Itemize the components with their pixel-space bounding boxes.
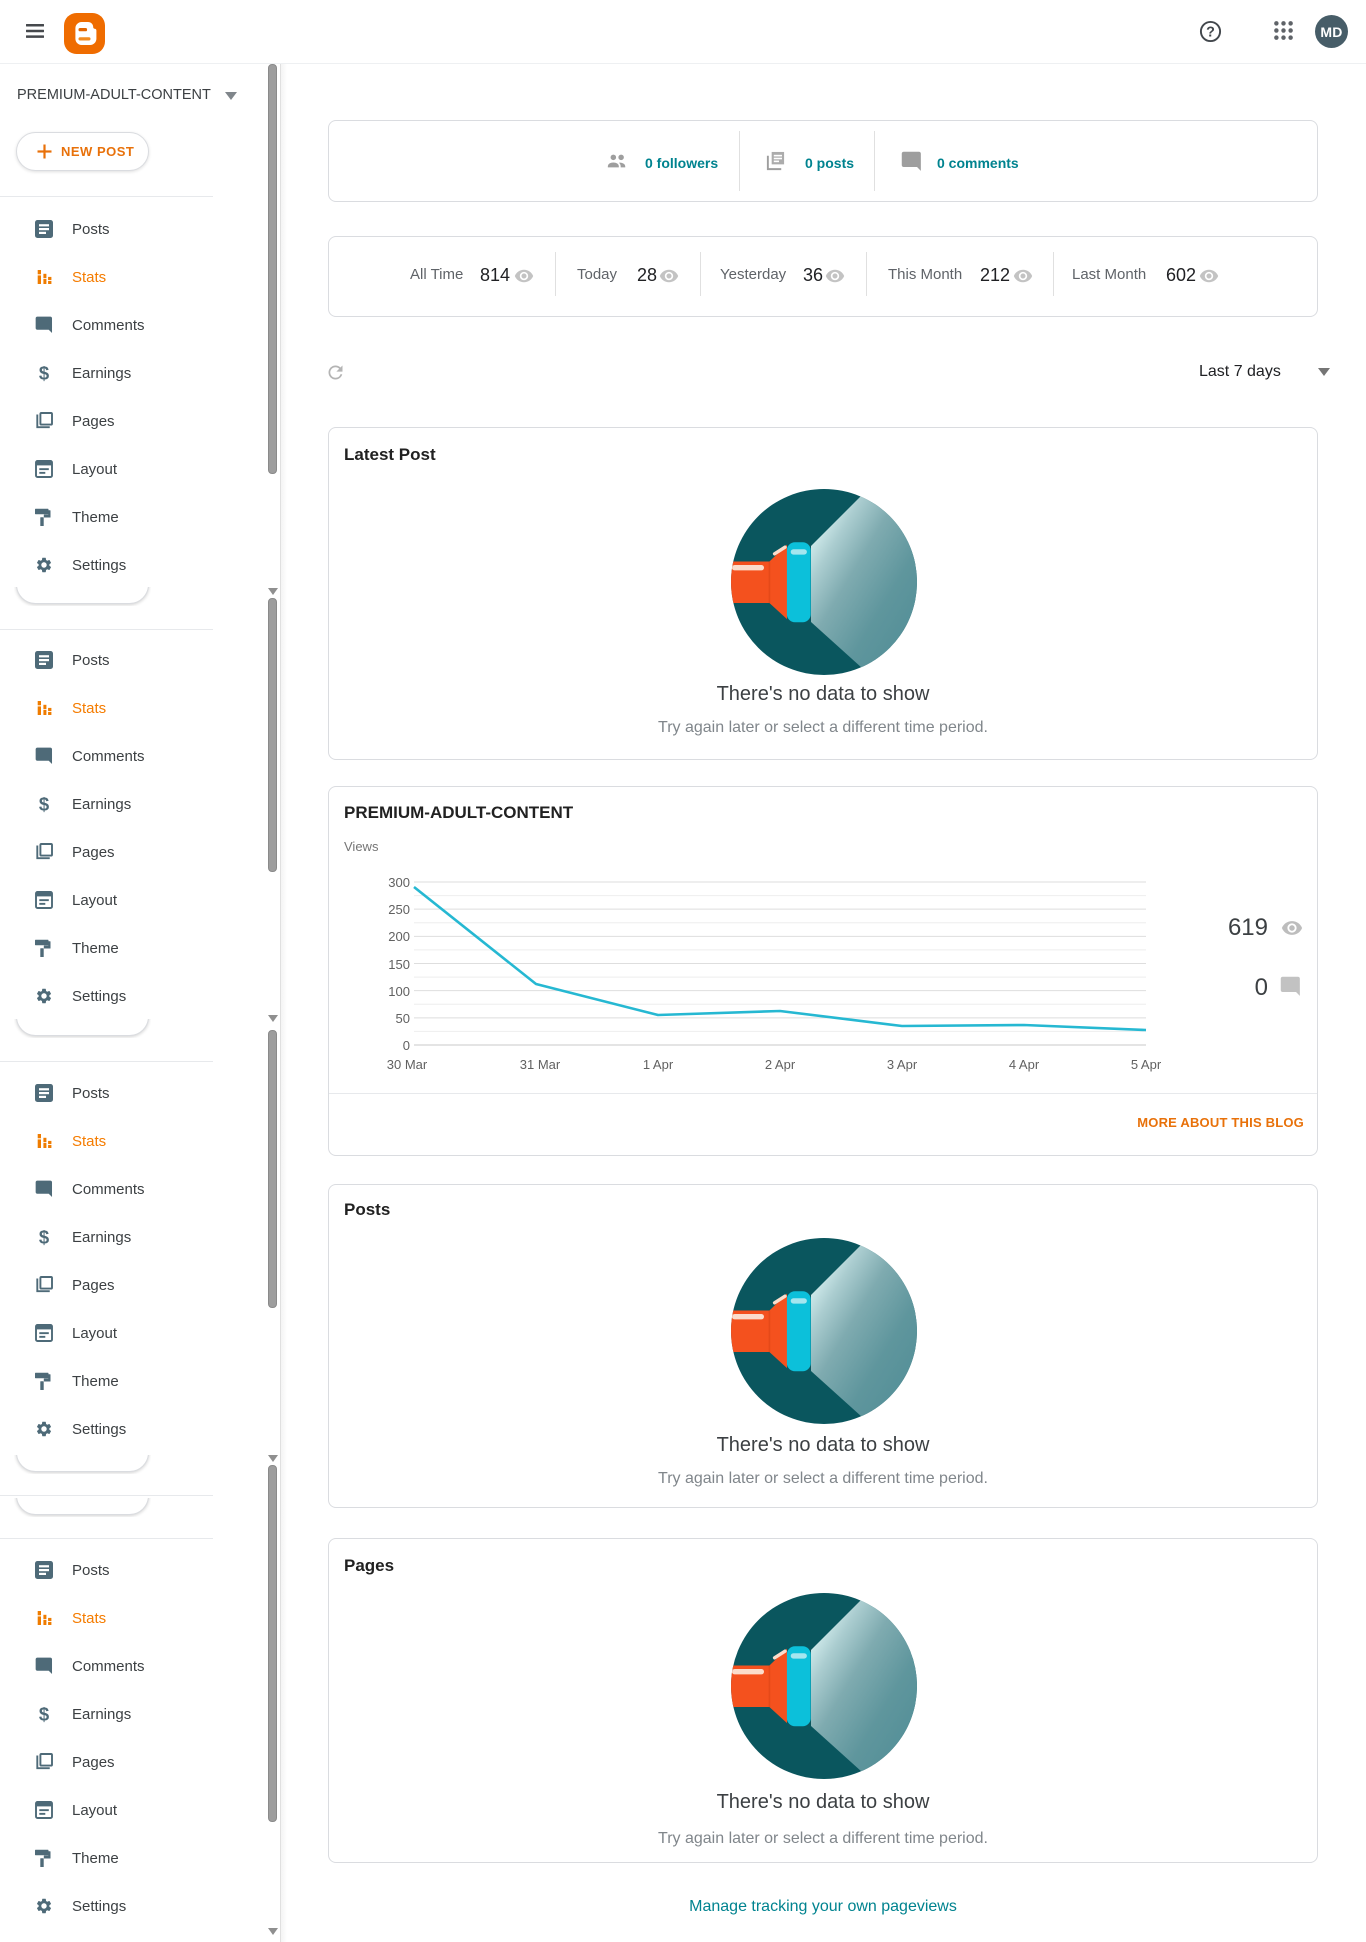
svg-text:$: $ [39,1228,50,1246]
svg-text:?: ? [1206,24,1215,40]
svg-text:$: $ [39,364,50,382]
svg-text:$: $ [39,795,50,813]
svg-text:$: $ [39,1705,50,1723]
